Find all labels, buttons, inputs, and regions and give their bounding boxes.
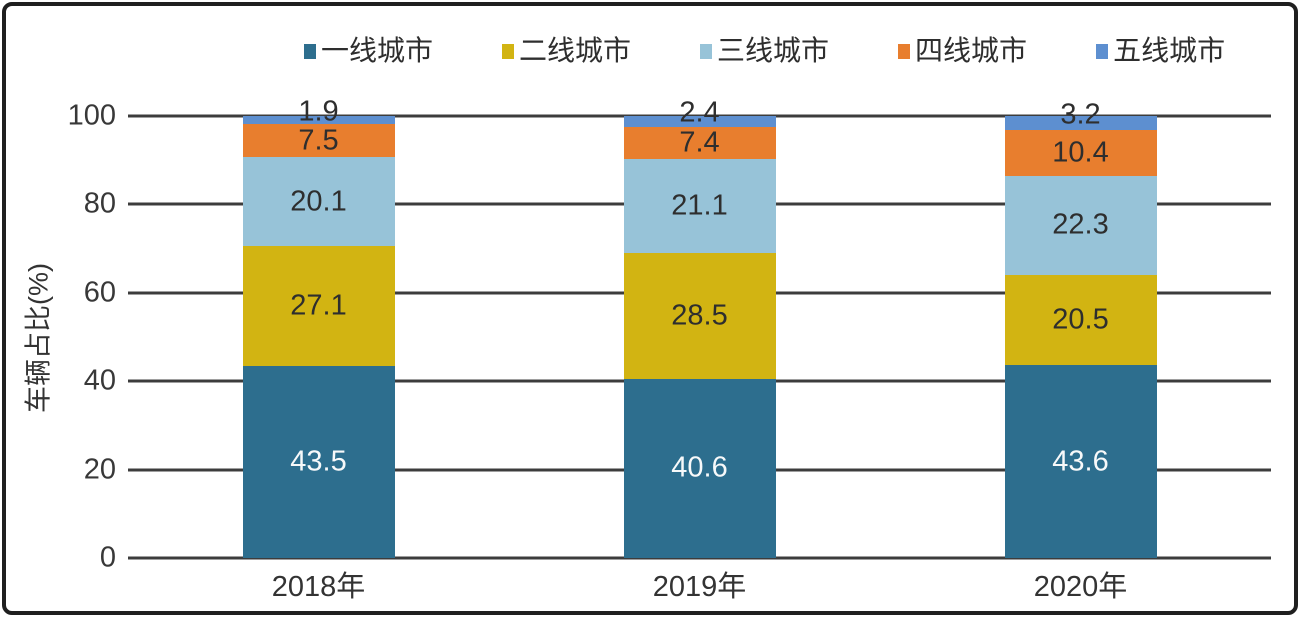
bar-segment-label: 7.5 <box>298 124 339 157</box>
legend-swatch-icon <box>898 43 911 59</box>
x-tick-label: 2020年 <box>1033 571 1128 603</box>
y-tick-label: 100 <box>67 99 116 132</box>
bar-2019年: 40.6 28.5 21.1 7.4 2.4 <box>623 98 776 558</box>
gridline <box>128 556 1271 560</box>
bar-2018年: 43.5 27.1 20.1 7.5 1.9 <box>242 97 395 558</box>
bar-segment: 21.1 <box>623 159 776 253</box>
plot-area: 43.5 27.1 20.1 7.5 1.9 40.6 28.5 21.1 7.4 2.4 43.6… <box>128 97 1271 560</box>
bar-segment-label: 21.1 <box>671 189 728 222</box>
bar-segment-label: 20.1 <box>290 185 347 218</box>
legend-swatch-icon <box>1096 43 1109 59</box>
legend-label: 四线城市 <box>915 35 1028 66</box>
stacked-bar-chart: 一线城市 二线城市 三线城市 四线城市 五线城市 车辆占比(%) 0 20 40 60 80 10… <box>6 6 1294 611</box>
bar-segment: 27.1 <box>242 245 395 366</box>
bar-segment-label: 43.6 <box>1052 445 1109 478</box>
bar-segment-label: 22.3 <box>1052 208 1109 241</box>
legend-swatch-icon <box>700 43 713 59</box>
bar-segment: 3.2 <box>1004 100 1157 131</box>
legend-swatch-icon <box>502 43 515 59</box>
legend-label: 二线城市 <box>519 35 632 66</box>
x-tick-label: 2018年 <box>271 571 366 603</box>
y-tick-label: 60 <box>83 276 116 309</box>
bar-segment: 7.5 <box>242 123 395 158</box>
bar-segment: 2.4 <box>623 98 776 127</box>
legend-item: 四线城市 <box>898 37 1027 65</box>
bar-segment: 10.4 <box>1004 130 1157 177</box>
legend-item: 五线城市 <box>1096 37 1225 65</box>
bar-segment-label: 10.4 <box>1052 136 1109 169</box>
legend-label: 五线城市 <box>1113 35 1226 66</box>
bar-segment: 7.4 <box>623 126 776 160</box>
legend-item: 三线城市 <box>700 37 829 65</box>
bar-segment: 43.5 <box>242 365 395 558</box>
y-tick-label: 0 <box>99 541 116 574</box>
bar-segment-label: 40.6 <box>671 451 728 484</box>
bar-segment: 43.6 <box>1004 365 1157 558</box>
bar-segment: 20.1 <box>242 157 395 246</box>
bar-segment: 20.5 <box>1004 274 1157 366</box>
bar-segment-label: 3.2 <box>1060 98 1101 131</box>
y-tick-label: 20 <box>83 453 116 486</box>
gridline <box>128 114 1271 118</box>
bar-segment-label: 7.4 <box>679 126 720 159</box>
x-axis-ticks: 2018年 2019年 2020年 <box>128 570 1271 610</box>
bar-segment-label: 28.5 <box>671 299 728 332</box>
x-tick-label: 2019年 <box>652 571 747 603</box>
bar-segment: 22.3 <box>1004 176 1157 275</box>
legend: 一线城市 二线城市 三线城市 四线城市 五线城市 <box>304 32 1225 70</box>
bar-segment-label: 43.5 <box>290 445 347 478</box>
bar-segment-label: 27.1 <box>290 289 347 322</box>
legend-item: 一线城市 <box>304 37 433 65</box>
y-axis-ticks: 0 20 40 60 80 100 <box>6 101 116 572</box>
y-tick-label: 40 <box>83 364 116 397</box>
legend-label: 一线城市 <box>321 35 434 66</box>
legend-item: 二线城市 <box>502 37 631 65</box>
bar-segment: 40.6 <box>623 378 776 558</box>
y-tick-label: 80 <box>83 187 116 220</box>
legend-swatch-icon <box>304 43 316 59</box>
bar-2020年: 43.6 20.5 22.3 10.4 3.2 <box>1004 100 1157 558</box>
bar-segment: 1.9 <box>242 97 395 126</box>
bar-segment-label: 1.9 <box>298 95 339 128</box>
bar-segment-label: 2.4 <box>679 96 720 129</box>
bar-segment: 28.5 <box>623 252 776 379</box>
legend-label: 三线城市 <box>717 35 830 66</box>
bar-segment-label: 20.5 <box>1052 303 1109 336</box>
